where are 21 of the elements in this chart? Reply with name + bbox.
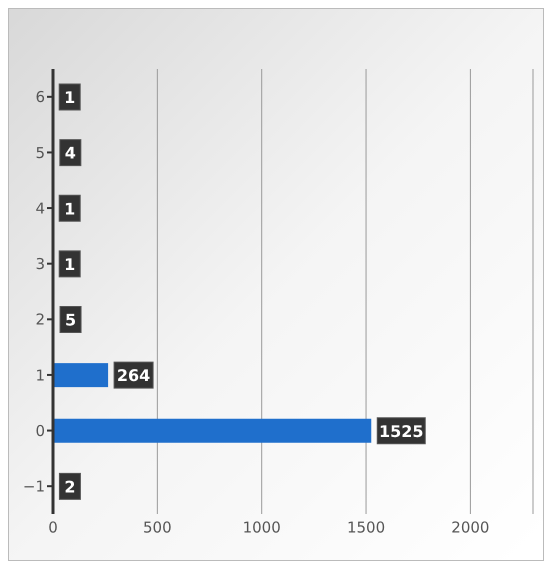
x-tick-label: 1000 xyxy=(242,518,281,537)
data-label: 5 xyxy=(64,310,76,330)
data-label: 1 xyxy=(64,254,76,274)
x-tick-label: 500 xyxy=(143,518,172,537)
x-tick-label: 1500 xyxy=(346,518,386,537)
data-label: 264 xyxy=(116,366,150,386)
y-tick-label: 3 xyxy=(35,255,45,274)
y-tick-label: 4 xyxy=(35,199,45,218)
y-tick-label: 0 xyxy=(35,422,45,440)
y-tick-label: 5 xyxy=(35,144,45,162)
data-label: 1 xyxy=(64,88,76,107)
data-label: 1 xyxy=(64,199,76,218)
y-tick-label: 1 xyxy=(35,366,45,384)
x-tick-label: 0 xyxy=(48,518,58,537)
x-tick-label: 2000 xyxy=(451,518,490,537)
data-label: 2 xyxy=(64,477,76,496)
y-tick-label: 2 xyxy=(35,310,45,329)
data-label: 1525 xyxy=(378,422,424,441)
data-label: 4 xyxy=(64,144,76,163)
y-tick-label: 6 xyxy=(35,88,45,106)
y-tick-label: −1 xyxy=(22,478,45,496)
